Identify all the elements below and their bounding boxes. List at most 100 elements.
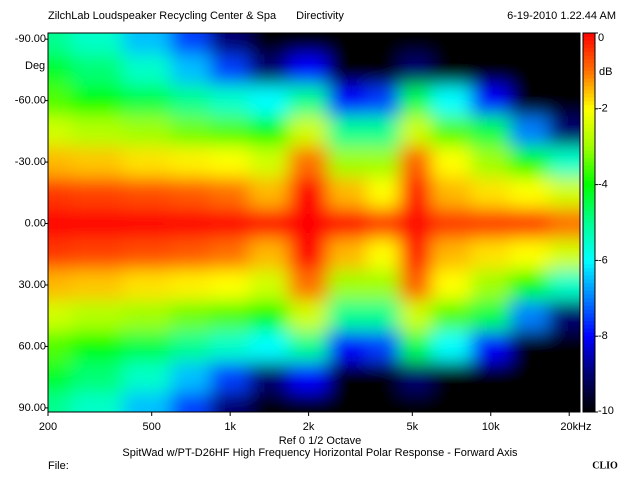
heat-cell	[509, 33, 550, 56]
heat-cell	[470, 177, 511, 209]
heat-cell	[366, 177, 401, 209]
colorbar-step	[583, 385, 595, 390]
heat-cell	[509, 177, 550, 209]
colorbar-step	[583, 86, 595, 91]
heat-cell	[70, 300, 124, 332]
colorbar-step	[583, 264, 595, 269]
colorbar-step	[583, 97, 595, 102]
colorbar-step	[583, 211, 595, 216]
colorbar-step	[583, 321, 595, 326]
colorbar-step	[583, 389, 595, 394]
heat-cell	[549, 238, 580, 271]
colorbar-step	[583, 154, 595, 159]
colorbar-tick-label: -4	[598, 179, 608, 191]
heat-cell	[170, 115, 211, 148]
heat-cell	[470, 115, 511, 148]
heat-cell	[122, 392, 172, 412]
brand: CLIO	[592, 460, 618, 471]
colorbar-step	[583, 237, 595, 242]
colorbar-step	[583, 377, 595, 383]
heat-cell	[509, 392, 550, 412]
colorbar-step	[583, 343, 595, 349]
heat-cell	[509, 146, 550, 178]
heat-cell	[399, 269, 432, 301]
colorbar-step	[583, 173, 595, 178]
heat-cell	[249, 146, 289, 178]
heat-cell	[170, 208, 211, 240]
heat-cell	[122, 300, 172, 332]
colorbar-step	[583, 188, 595, 193]
colorbar-step	[583, 44, 595, 49]
colorbar-step	[583, 275, 595, 280]
heat-cell	[288, 33, 329, 56]
heat-cell	[399, 177, 432, 209]
heat-cell	[509, 208, 550, 240]
y-tick-label: -60.00	[15, 95, 46, 107]
heat-cell	[431, 361, 472, 394]
y-tick-label: 60.00	[18, 340, 46, 352]
heat-cell	[327, 331, 368, 363]
heat-cell	[431, 85, 472, 117]
heat-cell	[122, 85, 172, 117]
heat-cell	[48, 54, 72, 86]
heat-cell	[70, 146, 124, 178]
heat-cell	[366, 238, 401, 271]
heat-cell	[399, 361, 432, 394]
heat-cell	[170, 238, 211, 271]
heat-cell	[399, 331, 432, 363]
heat-cell	[549, 54, 580, 86]
heat-cell	[70, 208, 124, 240]
x-tick-label: 200	[39, 421, 57, 433]
heat-cell	[327, 177, 368, 209]
colorbar-step	[583, 127, 595, 133]
heat-cell	[470, 54, 511, 86]
x-tick-label: 10k	[482, 421, 500, 433]
heat-cell	[122, 33, 172, 56]
colorbar-step	[583, 135, 595, 140]
heat-cell	[509, 361, 550, 394]
heat-cell	[170, 392, 211, 412]
colorbar-step	[583, 120, 595, 125]
heat-cell	[549, 269, 580, 301]
heat-cell	[70, 331, 124, 363]
heat-cell	[288, 208, 329, 240]
heat-cell	[288, 54, 329, 86]
colorbar-step	[583, 370, 595, 375]
heat-cell	[509, 331, 550, 363]
heat-cell	[327, 115, 368, 148]
heat-cell	[327, 300, 368, 332]
heat-cell	[327, 33, 368, 56]
colorbar-step	[583, 105, 595, 110]
heat-cell	[288, 269, 329, 301]
heat-cell	[327, 269, 368, 301]
colorbar-step	[583, 290, 595, 296]
heat-cell	[549, 208, 580, 240]
heatmap	[48, 33, 580, 412]
footer-description: SpitWad w/PT-D26HF High Frequency Horizo…	[122, 447, 518, 459]
footer-ref: Ref 0 1/2 Octave	[279, 435, 362, 447]
heat-cell	[470, 238, 511, 271]
colorbar: 0 -2 -4 -6 -8 -10	[582, 32, 614, 417]
heat-cell	[470, 146, 511, 178]
heat-cell	[70, 361, 124, 394]
heat-cell	[327, 85, 368, 117]
colorbar-step	[583, 358, 595, 364]
heat-cell	[70, 392, 124, 412]
heat-cell	[122, 361, 172, 394]
colorbar-step	[583, 400, 595, 405]
colorbar-step	[583, 305, 595, 311]
colorbar-step	[583, 180, 595, 186]
heat-cell	[209, 238, 250, 271]
heat-cell	[170, 361, 211, 394]
heat-cell	[366, 33, 401, 56]
colorbar-step	[583, 324, 595, 330]
heat-cell	[327, 208, 368, 240]
heat-cell	[48, 269, 72, 301]
heat-cell	[470, 300, 511, 332]
heat-cell	[249, 33, 289, 56]
heat-cell	[509, 54, 550, 86]
heat-cell	[122, 238, 172, 271]
colorbar-tick-label: -2	[598, 103, 608, 115]
heat-cell	[366, 300, 401, 332]
